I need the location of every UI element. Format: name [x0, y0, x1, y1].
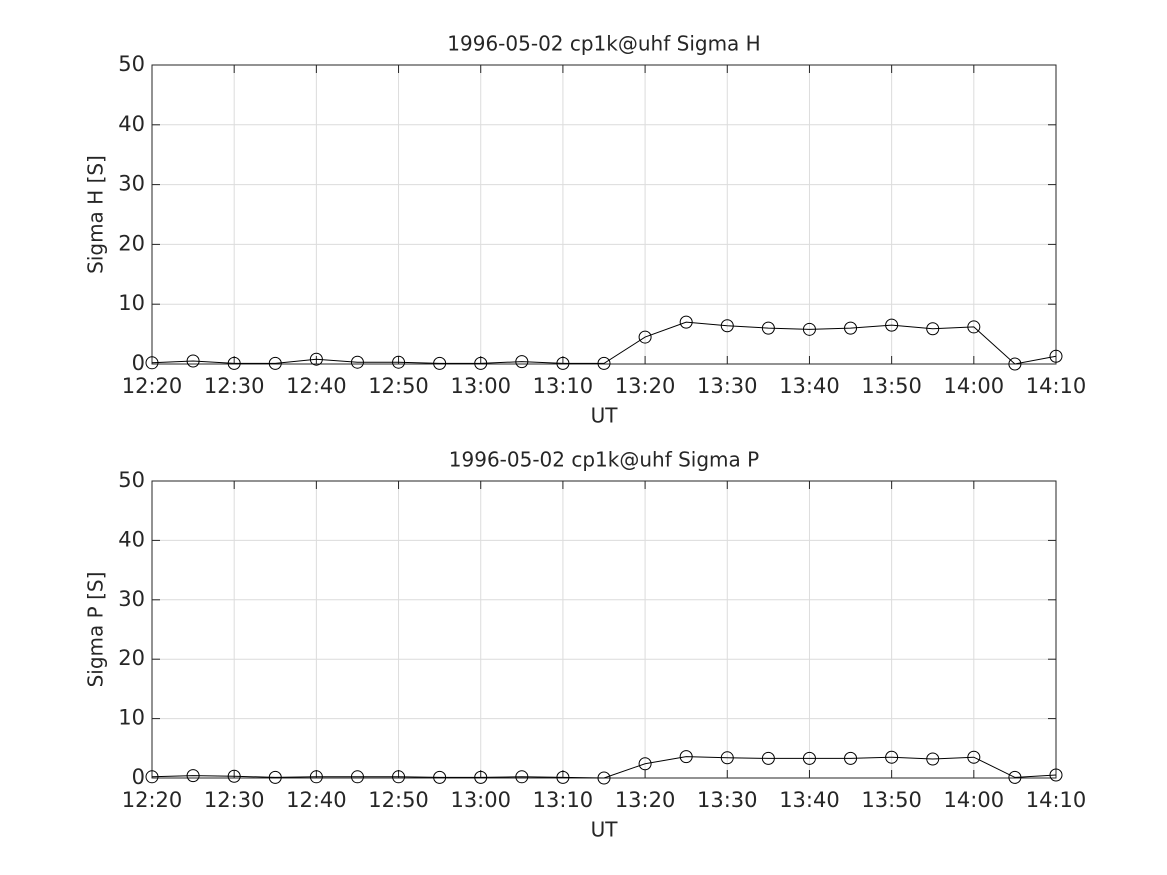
- y-axis-label: Sigma H [S]: [84, 155, 108, 274]
- y-tick-label: 0: [132, 351, 145, 375]
- data-point: [186, 354, 200, 368]
- x-tick-label: 13:10: [533, 374, 594, 398]
- x-tick-label: 13:10: [533, 788, 594, 812]
- x-tick-label: 12:20: [122, 788, 183, 812]
- x-tick-label: 13:30: [697, 788, 758, 812]
- x-tick-label: 13:50: [861, 374, 922, 398]
- x-tick-label: 12:50: [368, 788, 429, 812]
- x-tick-label: 12:20: [122, 374, 183, 398]
- data-point: [392, 355, 406, 369]
- x-tick-label: 12:30: [204, 374, 265, 398]
- data-point: [309, 770, 323, 784]
- data-point: [926, 752, 940, 766]
- data-point: [556, 770, 570, 784]
- axes: 0 10 20 30 40 50 12:20 12:30 12:40 12:50 13:00 13:1…: [84, 448, 1087, 842]
- data-point: [638, 757, 652, 771]
- data-point: [227, 769, 241, 783]
- chart-title: 1996-05-02 cp1k@uhf Sigma P: [449, 448, 759, 472]
- data-point: [885, 318, 899, 332]
- y-tick-label: 30: [118, 587, 145, 611]
- plot-area: [152, 481, 1056, 778]
- x-tick-label: 13:00: [450, 374, 511, 398]
- data-point: [1049, 768, 1063, 782]
- chart-title: 1996-05-02 cp1k@uhf Sigma H: [447, 32, 760, 56]
- data-point: [474, 770, 488, 784]
- data-point: [720, 751, 734, 765]
- data-point: [350, 770, 364, 784]
- y-axis-label: Sigma P [S]: [84, 572, 108, 688]
- y-tick-label: 0: [132, 765, 145, 789]
- x-tick-label: 13:40: [779, 788, 840, 812]
- x-tick-label: 14:00: [944, 788, 1005, 812]
- x-tick-label: 12:40: [286, 788, 347, 812]
- data-point: [679, 315, 693, 329]
- data-point: [761, 751, 775, 765]
- y-tick-label: 10: [118, 706, 145, 730]
- data-point: [227, 356, 241, 370]
- x-axis-label: UT: [591, 818, 619, 842]
- data-point: [145, 356, 159, 370]
- y-tick-label: 40: [118, 112, 145, 136]
- data-point: [309, 352, 323, 366]
- x-tick-label: 12:50: [368, 374, 429, 398]
- data-point: [556, 356, 570, 370]
- data-point: [802, 322, 816, 336]
- x-tick-label: 14:10: [1026, 788, 1087, 812]
- data-point: [186, 769, 200, 783]
- y-tick-label: 30: [118, 172, 145, 196]
- data-point: [926, 322, 940, 336]
- x-tick-label: 14:10: [1026, 374, 1087, 398]
- data-point: [597, 771, 611, 785]
- data-point: [515, 770, 529, 784]
- data-point: [433, 356, 447, 370]
- data-line: [151, 321, 1057, 365]
- x-tick-label: 13:30: [697, 374, 758, 398]
- y-tick-label: 40: [118, 527, 145, 551]
- x-axis-label: UT: [591, 404, 619, 428]
- x-tick-label: 14:00: [944, 374, 1005, 398]
- y-tick-label: 20: [118, 646, 145, 670]
- data-point: [392, 770, 406, 784]
- data-point: [474, 356, 488, 370]
- y-tick-label: 50: [118, 468, 145, 492]
- data-point: [720, 319, 734, 333]
- x-tick-label: 13:20: [615, 374, 676, 398]
- x-tick-label: 12:30: [204, 788, 265, 812]
- data-point: [1049, 349, 1063, 363]
- data-point: [145, 770, 159, 784]
- data-point: [679, 750, 693, 764]
- data-point: [433, 770, 447, 784]
- data-line: [151, 756, 1057, 779]
- data-point: [844, 321, 858, 335]
- data-point: [638, 330, 652, 344]
- data-point: [1008, 357, 1022, 371]
- data-point: [515, 355, 529, 369]
- axes-box: [151, 64, 1057, 365]
- data-point: [885, 750, 899, 764]
- data-point: [967, 320, 981, 334]
- plot-area: [152, 65, 1056, 364]
- x-tick-label: 13:50: [861, 788, 922, 812]
- data-point: [967, 750, 981, 764]
- x-tick-label: 13:40: [779, 374, 840, 398]
- y-tick-label: 50: [118, 52, 145, 76]
- data-point: [761, 321, 775, 335]
- data-point: [802, 751, 816, 765]
- data-point: [597, 356, 611, 370]
- x-tick-label: 12:40: [286, 374, 347, 398]
- y-tick-label: 20: [118, 231, 145, 255]
- data-point: [844, 751, 858, 765]
- axes: 0 10 20 30 40 50 12:20 12:30 12:40 12:50 13:00 13:1…: [84, 32, 1087, 428]
- data-point: [268, 356, 282, 370]
- data-point: [1008, 770, 1022, 784]
- y-tick-label: 10: [118, 291, 145, 315]
- x-tick-label: 13:00: [450, 788, 511, 812]
- data-point: [268, 770, 282, 784]
- x-tick-label: 13:20: [615, 788, 676, 812]
- data-point: [350, 355, 364, 369]
